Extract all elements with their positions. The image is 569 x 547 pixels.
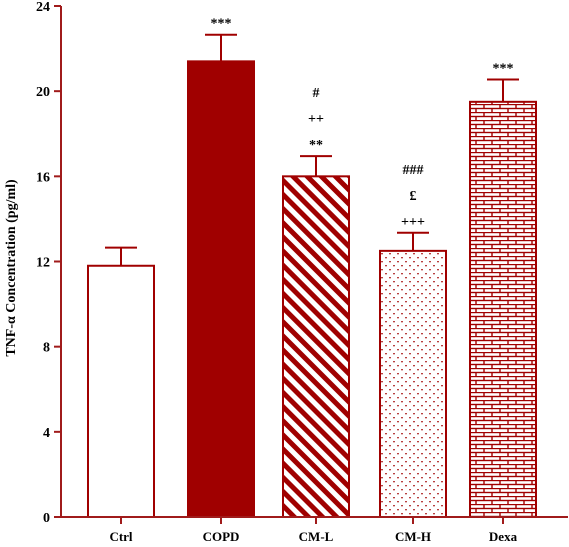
significance-label: +++ — [401, 215, 425, 230]
y-tick-label: 24 — [36, 0, 50, 15]
significance-label: ** — [309, 138, 323, 153]
y-axis-title: TNF-α Concentration (pg/ml) — [4, 179, 19, 357]
significance-label: *** — [493, 61, 514, 76]
bar-cm-l — [282, 175, 350, 518]
significance-label: ### — [403, 163, 424, 178]
x-category-label: CM-H — [395, 529, 431, 544]
x-category-label: CM-L — [299, 529, 334, 544]
bar-copd — [187, 60, 255, 518]
y-tick-label: 12 — [36, 256, 50, 271]
bar-cm-h — [379, 249, 447, 519]
y-tick-label: 8 — [43, 341, 50, 356]
significance-label: £ — [410, 189, 417, 204]
y-tick-label: 4 — [43, 426, 50, 441]
y-tick-label: 20 — [36, 85, 50, 100]
y-tick-label: 0 — [43, 511, 50, 526]
bar-ctrl — [87, 264, 155, 518]
significance-label: *** — [211, 17, 232, 32]
y-tick-label: 16 — [36, 170, 50, 185]
x-category-label: COPD — [203, 529, 240, 544]
x-category-label: Ctrl — [109, 529, 132, 544]
significance-label: # — [313, 86, 320, 101]
x-category-label: Dexa — [489, 529, 518, 544]
significance-label: ++ — [308, 112, 324, 127]
bar-dexa — [469, 100, 537, 518]
